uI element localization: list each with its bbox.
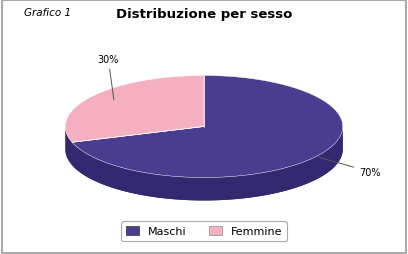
Polygon shape — [65, 127, 343, 201]
Polygon shape — [65, 76, 204, 143]
Polygon shape — [72, 76, 343, 178]
Legend: Maschi, Femmine: Maschi, Femmine — [121, 221, 287, 241]
Text: Distribuzione per sesso: Distribuzione per sesso — [116, 8, 292, 21]
Polygon shape — [72, 127, 343, 201]
Text: Grafico 1: Grafico 1 — [24, 8, 72, 18]
Text: 30%: 30% — [98, 54, 119, 100]
Text: 70%: 70% — [319, 158, 381, 177]
Polygon shape — [65, 127, 72, 166]
